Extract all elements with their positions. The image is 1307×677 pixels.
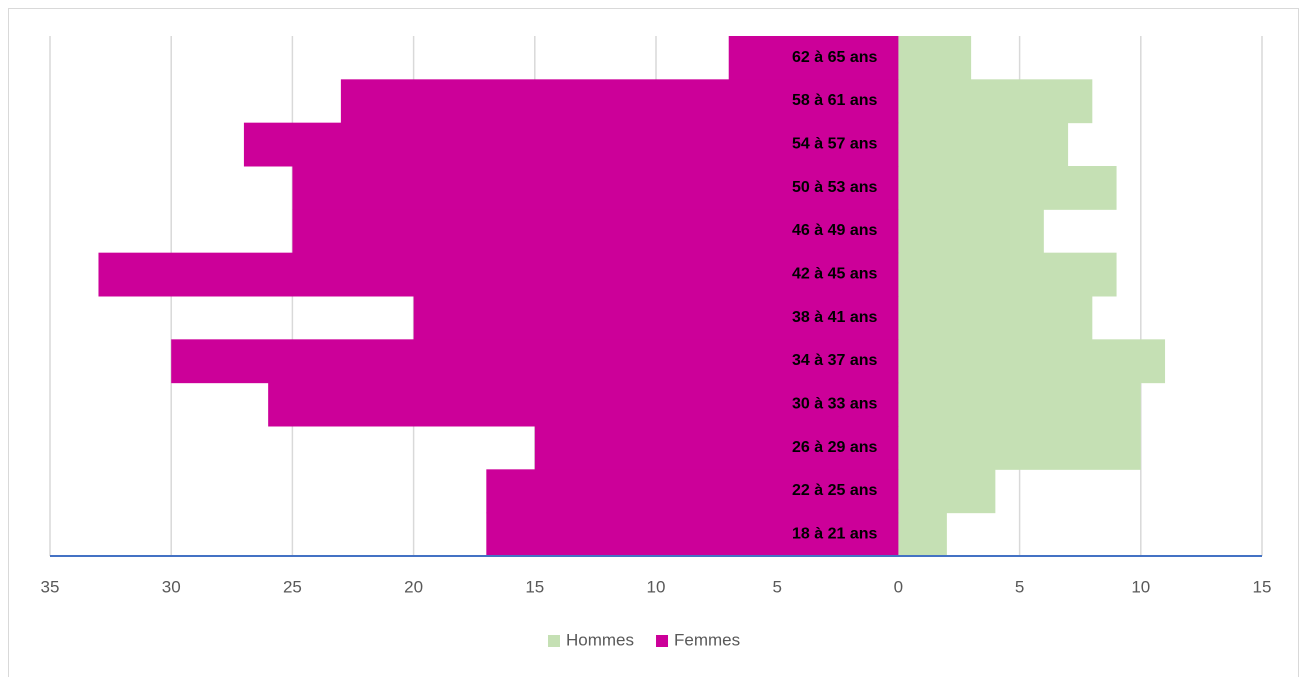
bar	[292, 166, 899, 210]
bar	[898, 382, 1141, 427]
bar	[898, 209, 1044, 254]
bar	[486, 512, 899, 557]
legend-swatch	[548, 635, 560, 647]
legend-label: Femmes	[674, 630, 740, 649]
category-label: 22 à 25 ans	[792, 482, 878, 499]
category-label: 26 à 29 ans	[792, 439, 878, 456]
bar	[340, 79, 899, 124]
bar	[534, 426, 899, 470]
category-label: 62 à 65 ans	[792, 49, 878, 66]
x-tick-label: 10	[1131, 577, 1150, 596]
legend-label: Hommes	[566, 630, 634, 649]
category-label: 18 à 21 ans	[792, 526, 878, 543]
x-tick-label: 20	[404, 577, 423, 596]
bar	[98, 252, 899, 297]
bar	[268, 382, 899, 427]
bar	[898, 426, 1141, 470]
bar	[898, 79, 1093, 124]
bar	[898, 339, 1166, 384]
bar	[898, 122, 1069, 167]
legend-swatch	[656, 635, 669, 647]
category-label: 58 à 61 ans	[792, 92, 878, 109]
x-tick-label: 5	[772, 577, 781, 596]
bar	[243, 122, 899, 167]
category-label: 42 à 45 ans	[792, 266, 878, 283]
x-tick-label: 15	[1253, 577, 1272, 596]
x-tick-label: 0	[894, 577, 903, 596]
bar	[171, 339, 899, 384]
bar	[898, 36, 972, 80]
bar	[898, 469, 996, 514]
x-tick-label: 10	[647, 577, 666, 596]
category-label: 54 à 57 ans	[792, 136, 878, 153]
category-label: 38 à 41 ans	[792, 309, 878, 326]
bar	[898, 252, 1117, 297]
bar	[898, 166, 1117, 210]
bar	[728, 36, 899, 80]
x-tick-label: 25	[283, 577, 302, 596]
category-label: 30 à 33 ans	[792, 396, 878, 413]
category-label: 50 à 53 ans	[792, 179, 878, 196]
bar	[413, 296, 899, 340]
bar	[898, 512, 947, 557]
x-tick-label: 30	[162, 577, 181, 596]
category-label: 46 à 49 ans	[792, 222, 878, 239]
bar	[486, 469, 899, 514]
bar	[292, 209, 899, 254]
x-tick-label: 35	[41, 577, 60, 596]
x-tick-label: 5	[1015, 577, 1024, 596]
category-label: 34 à 37 ans	[792, 352, 878, 369]
bar	[898, 296, 1093, 340]
x-tick-label: 15	[525, 577, 544, 596]
